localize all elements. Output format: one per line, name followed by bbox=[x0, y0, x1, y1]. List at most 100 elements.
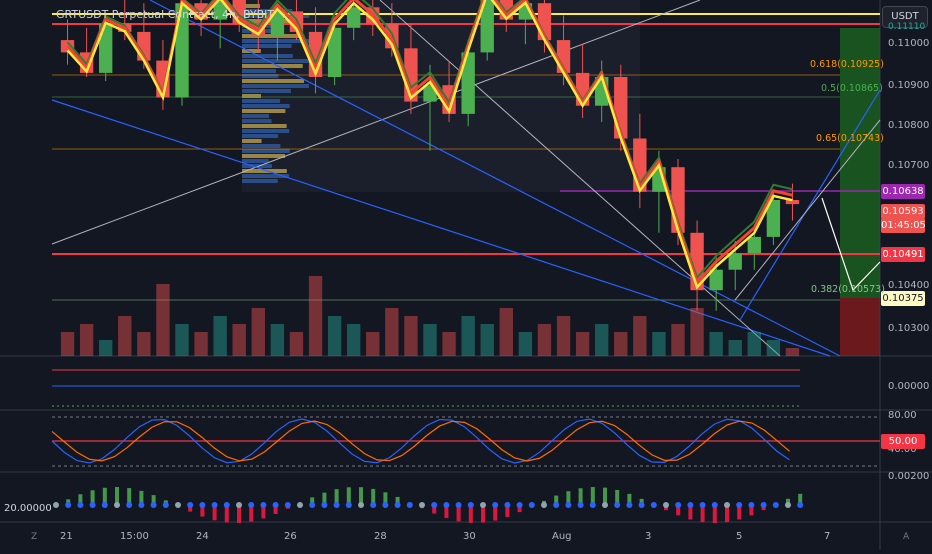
candle-body bbox=[327, 27, 342, 77]
volume-bar bbox=[232, 324, 246, 356]
volume-bar bbox=[347, 324, 361, 356]
candle-body bbox=[99, 23, 113, 73]
volume-bar bbox=[690, 308, 704, 356]
volume-profile-bar bbox=[242, 134, 279, 138]
momentum-bar bbox=[115, 487, 119, 505]
volume-bar bbox=[213, 316, 227, 356]
volume-profile-bar bbox=[242, 99, 281, 103]
ma-yellow-line bbox=[66, 0, 793, 290]
momentum-dot bbox=[675, 502, 682, 508]
momentum-bar bbox=[383, 492, 388, 505]
volume-profile-bar bbox=[242, 139, 262, 143]
volume-bar bbox=[499, 308, 513, 356]
trend-line-grey-down bbox=[379, 0, 781, 357]
momentum-dot bbox=[614, 502, 621, 508]
momentum-bar bbox=[603, 487, 607, 505]
volume-bar bbox=[137, 332, 151, 356]
momentum-bar bbox=[554, 495, 559, 505]
volume-profile-bar bbox=[242, 119, 272, 123]
momentum-bar bbox=[237, 505, 241, 523]
momentum-tick: 0.00200 bbox=[888, 471, 930, 482]
volume-bar bbox=[728, 340, 742, 356]
candle-body bbox=[747, 236, 761, 254]
volume-bar bbox=[480, 324, 494, 356]
momentum-bar bbox=[261, 505, 266, 519]
volume-profile-bar bbox=[242, 174, 290, 178]
volume-profile-bar bbox=[242, 179, 278, 183]
time-label: 26 bbox=[284, 531, 297, 542]
zoom-badge[interactable]: Z bbox=[31, 532, 38, 542]
time-label: Aug bbox=[552, 531, 572, 542]
volume-profile-bar bbox=[242, 169, 287, 173]
time-label: 24 bbox=[196, 531, 209, 542]
momentum-dot bbox=[382, 502, 389, 508]
stop-zone-red bbox=[840, 298, 880, 356]
momentum-dot bbox=[516, 502, 523, 508]
level-marker-purple: 0.10638 bbox=[881, 184, 925, 199]
momentum-dot bbox=[236, 502, 242, 508]
stoch-tick-80: 80.00 bbox=[888, 410, 917, 421]
volume-profile-bar bbox=[242, 84, 309, 88]
price-tick: 0.11000 bbox=[888, 38, 930, 49]
momentum-bar bbox=[444, 505, 449, 519]
momentum-bar bbox=[273, 505, 278, 514]
momentum-bar bbox=[798, 493, 803, 505]
momentum-dot bbox=[504, 502, 511, 508]
auto-scale-badge[interactable]: A bbox=[903, 532, 910, 542]
candle-body bbox=[347, 7, 361, 28]
volume-bar bbox=[652, 332, 666, 356]
chart-title: GRTUSDT Perpetual Contract, 4h, BYBIT bbox=[56, 8, 275, 21]
momentum-dot bbox=[565, 502, 572, 508]
volume-bar bbox=[595, 324, 609, 356]
momentum-dot bbox=[528, 502, 535, 508]
momentum-dot bbox=[114, 502, 120, 508]
momentum-dot bbox=[284, 502, 291, 508]
fib-label-0382: 0.382(0.10573) bbox=[811, 284, 885, 295]
volume-bar bbox=[118, 316, 132, 356]
candle-body bbox=[213, 0, 227, 20]
momentum-dot bbox=[492, 502, 499, 508]
momentum-dot bbox=[480, 502, 486, 508]
momentum-bar bbox=[639, 498, 644, 505]
volume-profile-bar bbox=[242, 144, 281, 148]
price-tick: 0.10800 bbox=[888, 120, 930, 131]
momentum-dot bbox=[150, 502, 157, 508]
momentum-bar bbox=[676, 505, 681, 516]
volume-profile-bar bbox=[242, 159, 269, 163]
momentum-bar bbox=[395, 496, 400, 505]
momentum-left-value: 20.00000 bbox=[4, 503, 52, 514]
momentum-bar bbox=[627, 493, 632, 505]
momentum-bar bbox=[334, 489, 339, 505]
volume-profile-bar bbox=[242, 54, 293, 58]
volume-bar bbox=[518, 332, 533, 356]
currency-button[interactable]: USDT bbox=[882, 6, 928, 28]
stoch-level-tag: 50.00 bbox=[881, 434, 925, 449]
momentum-dot bbox=[187, 502, 194, 508]
fib-label-065: 0.65(0.10743) bbox=[816, 133, 884, 144]
volume-profile-bar bbox=[242, 44, 292, 48]
volume-bar bbox=[385, 308, 399, 356]
momentum-dot bbox=[602, 502, 608, 508]
volume-bar bbox=[442, 332, 456, 356]
momentum-dot bbox=[589, 502, 596, 508]
momentum-bar bbox=[224, 505, 229, 523]
time-label: 15:00 bbox=[120, 531, 149, 542]
volume-profile-bar bbox=[242, 114, 270, 118]
volume-bar bbox=[404, 316, 418, 356]
volume-bar bbox=[289, 332, 304, 356]
momentum-dot bbox=[748, 502, 755, 508]
volume-profile-bar bbox=[242, 109, 286, 113]
momentum-dot bbox=[760, 502, 767, 508]
momentum-bar bbox=[456, 505, 461, 522]
volume-bar bbox=[614, 332, 628, 356]
momentum-bar bbox=[688, 505, 693, 520]
volume-bar bbox=[747, 332, 761, 356]
momentum-bar bbox=[749, 505, 754, 516]
fib-label-0618: 0.618(0.10925) bbox=[810, 59, 884, 70]
candle-body bbox=[766, 200, 781, 237]
momentum-bar bbox=[517, 505, 522, 513]
momentum-dot bbox=[541, 502, 547, 508]
momentum-dot bbox=[162, 502, 169, 508]
